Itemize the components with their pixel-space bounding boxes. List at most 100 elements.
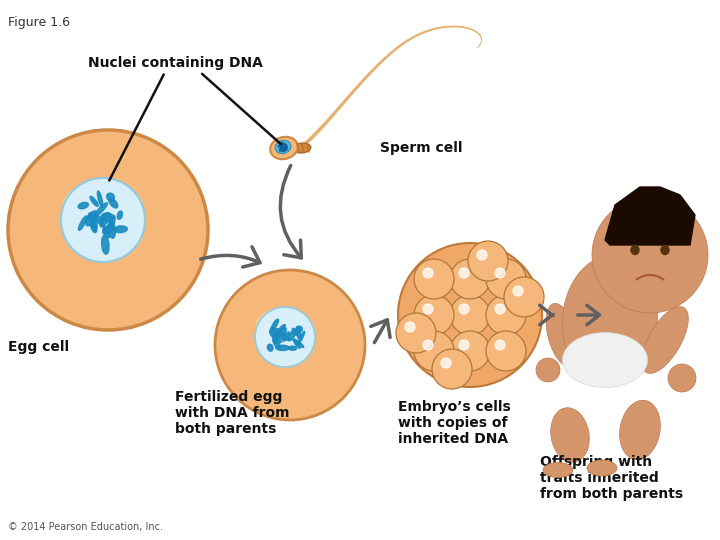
Circle shape bbox=[668, 364, 696, 392]
Ellipse shape bbox=[283, 146, 284, 147]
Text: Figure 1.6: Figure 1.6 bbox=[8, 16, 70, 29]
Ellipse shape bbox=[91, 215, 97, 231]
Ellipse shape bbox=[284, 144, 285, 146]
Ellipse shape bbox=[661, 246, 669, 254]
Ellipse shape bbox=[279, 148, 282, 151]
Ellipse shape bbox=[90, 197, 98, 206]
Ellipse shape bbox=[109, 222, 115, 238]
Circle shape bbox=[450, 331, 490, 371]
Circle shape bbox=[477, 250, 487, 260]
Ellipse shape bbox=[284, 148, 287, 150]
Circle shape bbox=[423, 268, 433, 278]
Circle shape bbox=[468, 241, 508, 281]
Text: © 2014 Pearson Education, Inc.: © 2014 Pearson Education, Inc. bbox=[8, 522, 163, 532]
Ellipse shape bbox=[96, 215, 104, 225]
Ellipse shape bbox=[284, 145, 287, 146]
Ellipse shape bbox=[282, 143, 284, 146]
Ellipse shape bbox=[274, 328, 283, 336]
Ellipse shape bbox=[283, 147, 284, 150]
Circle shape bbox=[495, 304, 505, 314]
Circle shape bbox=[441, 358, 451, 368]
Ellipse shape bbox=[279, 145, 281, 147]
Ellipse shape bbox=[284, 146, 286, 148]
Circle shape bbox=[423, 340, 433, 350]
Ellipse shape bbox=[282, 146, 284, 148]
Ellipse shape bbox=[88, 213, 93, 221]
Ellipse shape bbox=[284, 148, 286, 150]
Ellipse shape bbox=[271, 333, 279, 339]
Ellipse shape bbox=[546, 303, 578, 367]
Ellipse shape bbox=[280, 336, 290, 340]
Ellipse shape bbox=[642, 307, 688, 374]
Ellipse shape bbox=[78, 202, 89, 209]
Circle shape bbox=[450, 259, 490, 299]
Circle shape bbox=[398, 243, 542, 387]
Circle shape bbox=[495, 340, 505, 350]
Ellipse shape bbox=[109, 198, 118, 208]
Circle shape bbox=[459, 304, 469, 314]
Ellipse shape bbox=[282, 146, 284, 148]
Ellipse shape bbox=[276, 325, 285, 334]
Ellipse shape bbox=[103, 225, 114, 234]
Circle shape bbox=[414, 295, 454, 335]
Ellipse shape bbox=[276, 345, 289, 350]
Ellipse shape bbox=[562, 333, 647, 388]
Ellipse shape bbox=[288, 329, 297, 341]
Circle shape bbox=[255, 307, 315, 367]
Circle shape bbox=[414, 259, 454, 299]
Ellipse shape bbox=[117, 211, 122, 219]
Circle shape bbox=[486, 259, 526, 299]
Circle shape bbox=[405, 322, 415, 332]
Ellipse shape bbox=[620, 400, 660, 460]
Ellipse shape bbox=[97, 191, 103, 207]
Ellipse shape bbox=[284, 332, 289, 341]
Text: Fertilized egg
with DNA from
both parents: Fertilized egg with DNA from both parent… bbox=[175, 390, 289, 436]
Ellipse shape bbox=[298, 332, 305, 343]
Ellipse shape bbox=[587, 460, 617, 476]
Ellipse shape bbox=[270, 327, 274, 334]
Ellipse shape bbox=[280, 327, 287, 335]
Ellipse shape bbox=[273, 333, 279, 342]
Ellipse shape bbox=[551, 408, 589, 462]
Circle shape bbox=[414, 331, 454, 371]
Circle shape bbox=[504, 277, 544, 317]
Circle shape bbox=[486, 331, 526, 371]
Circle shape bbox=[61, 178, 145, 262]
Ellipse shape bbox=[274, 340, 280, 349]
Ellipse shape bbox=[273, 339, 282, 343]
Polygon shape bbox=[605, 187, 695, 245]
Circle shape bbox=[459, 340, 469, 350]
Text: Embryo’s cells
with copies of
inherited DNA: Embryo’s cells with copies of inherited … bbox=[398, 400, 510, 447]
Ellipse shape bbox=[281, 147, 282, 150]
Circle shape bbox=[450, 295, 490, 335]
Ellipse shape bbox=[282, 145, 284, 146]
Ellipse shape bbox=[267, 344, 273, 351]
Ellipse shape bbox=[271, 319, 279, 331]
Ellipse shape bbox=[102, 235, 109, 254]
Ellipse shape bbox=[279, 145, 281, 146]
Circle shape bbox=[432, 349, 472, 389]
Ellipse shape bbox=[293, 143, 311, 153]
Ellipse shape bbox=[107, 193, 114, 201]
Ellipse shape bbox=[631, 246, 639, 254]
Ellipse shape bbox=[78, 216, 87, 231]
Ellipse shape bbox=[285, 145, 287, 148]
Ellipse shape bbox=[86, 211, 96, 226]
Circle shape bbox=[536, 358, 560, 382]
Ellipse shape bbox=[282, 146, 284, 148]
Ellipse shape bbox=[94, 202, 107, 217]
Circle shape bbox=[8, 130, 208, 330]
Ellipse shape bbox=[90, 218, 96, 233]
Circle shape bbox=[423, 304, 433, 314]
Ellipse shape bbox=[297, 327, 300, 339]
Circle shape bbox=[495, 268, 505, 278]
Circle shape bbox=[396, 313, 436, 353]
Ellipse shape bbox=[103, 226, 110, 238]
Circle shape bbox=[215, 270, 365, 420]
Ellipse shape bbox=[270, 137, 298, 159]
Circle shape bbox=[513, 286, 523, 296]
Ellipse shape bbox=[292, 328, 298, 335]
Text: Offspring with
traits inherited
from both parents: Offspring with traits inherited from bot… bbox=[540, 455, 683, 502]
Ellipse shape bbox=[289, 346, 297, 350]
Text: Nuclei containing DNA: Nuclei containing DNA bbox=[88, 56, 262, 70]
